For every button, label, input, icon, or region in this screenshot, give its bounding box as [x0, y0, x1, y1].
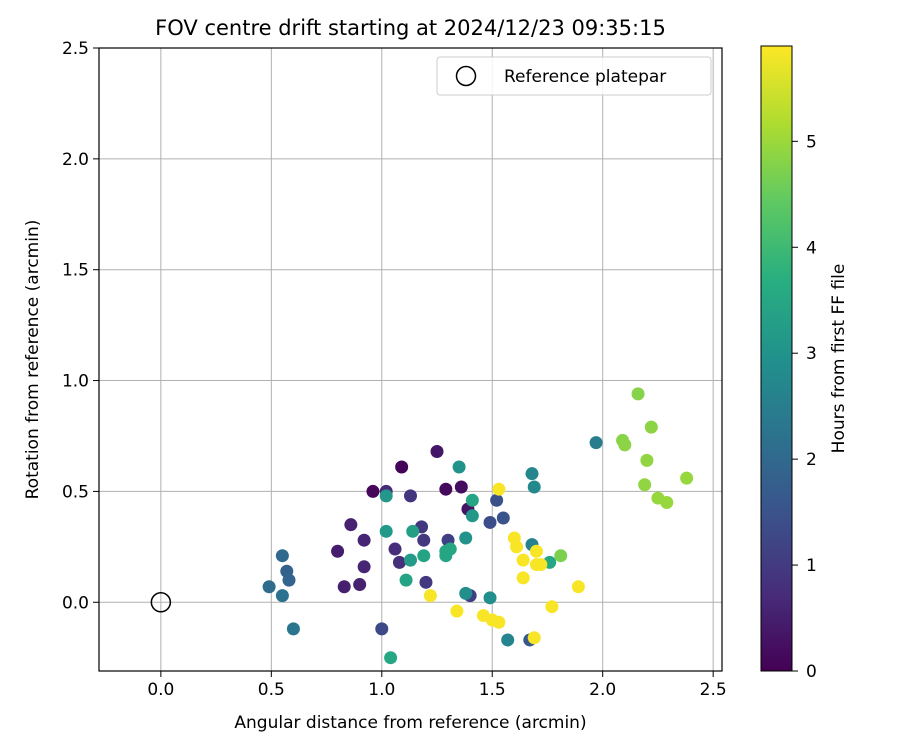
data-point: [439, 482, 453, 496]
y-tick-label: 2.0: [62, 150, 89, 170]
data-point: [443, 542, 457, 556]
data-point: [282, 573, 296, 587]
data-point: [459, 586, 473, 600]
scatter-points: [262, 387, 694, 665]
data-point: [379, 524, 393, 538]
x-tick-label: 0.0: [147, 680, 174, 700]
y-tick-label: 1.5: [62, 261, 89, 281]
y-axis-label: Rotation from reference (arcmin): [23, 220, 43, 500]
chart-title: FOV centre drift starting at 2024/12/23 …: [155, 16, 666, 40]
colorbar-tick-label: 0: [806, 662, 817, 682]
x-tick-label: 2.0: [589, 680, 616, 700]
x-tick-label: 0.5: [258, 680, 285, 700]
data-point: [589, 436, 603, 450]
data-point: [516, 553, 530, 567]
data-point: [404, 553, 417, 567]
colorbar: [760, 45, 793, 672]
x-tick-label: 1.0: [368, 680, 395, 700]
data-point: [527, 480, 541, 494]
colorbar-tick-label: 4: [806, 238, 817, 258]
data-point: [331, 544, 345, 558]
y-axis-ticks: 0.0 0.5 1.0 1.5 2.0 2.5: [62, 39, 99, 613]
data-point: [353, 578, 367, 592]
colorbar-tick-label: 1: [806, 556, 817, 576]
data-point: [430, 445, 444, 459]
data-point: [618, 438, 632, 452]
data-point: [529, 544, 543, 558]
data-point: [454, 480, 468, 494]
data-point: [262, 580, 276, 594]
colorbar-label: Hours from first FF file: [829, 264, 849, 454]
x-tick-label: 2.5: [700, 680, 727, 700]
data-point: [275, 549, 289, 563]
y-tick-label: 1.0: [62, 372, 89, 392]
data-point: [525, 467, 539, 481]
data-point: [571, 580, 585, 594]
data-point: [406, 524, 420, 538]
data-point: [344, 518, 358, 532]
data-point: [275, 589, 289, 603]
data-point: [465, 509, 479, 523]
data-point: [483, 515, 497, 529]
data-point: [554, 549, 568, 563]
y-tick-label: 0.0: [62, 593, 89, 613]
data-point: [384, 651, 398, 665]
data-point: [492, 615, 506, 629]
data-point: [534, 558, 548, 572]
data-point: [510, 540, 524, 554]
data-point: [357, 533, 371, 547]
data-point: [379, 489, 393, 503]
y-tick-label: 0.5: [62, 482, 89, 502]
data-point: [417, 549, 431, 563]
data-point: [392, 555, 406, 569]
data-point: [388, 542, 402, 556]
data-point: [404, 489, 417, 503]
data-point: [660, 496, 674, 510]
data-point: [516, 571, 530, 585]
data-point: [375, 622, 389, 636]
data-point: [452, 460, 466, 474]
data-point: [490, 493, 504, 507]
colorbar-tick-label: 2: [806, 450, 817, 470]
legend-marker-reference: [455, 65, 477, 87]
data-point: [545, 600, 559, 614]
x-axis-label: Angular distance from reference (arcmin): [234, 713, 586, 733]
data-point: [357, 560, 371, 574]
data-point: [286, 622, 300, 636]
data-point: [450, 604, 464, 618]
data-point: [527, 631, 541, 645]
data-point: [644, 420, 658, 434]
data-point: [680, 471, 694, 485]
data-point: [492, 482, 506, 496]
legend-label: Reference platepar: [504, 67, 666, 87]
data-point: [337, 580, 351, 594]
plot-frame: [98, 47, 723, 672]
reference-marker-layer: [150, 592, 172, 613]
data-point: [465, 493, 479, 507]
data-point: [496, 511, 510, 525]
data-point: [483, 591, 497, 605]
data-point: [423, 589, 437, 603]
data-point: [459, 531, 473, 545]
colorbar-ticks: 0 1 2 3 4 5: [792, 132, 817, 682]
data-point: [640, 453, 654, 467]
legend: Reference platepar: [436, 56, 712, 96]
x-tick-label: 1.5: [479, 680, 506, 700]
y-tick-label: 2.5: [62, 39, 89, 59]
colorbar-tick-label: 3: [806, 344, 817, 364]
data-point: [419, 575, 433, 589]
data-point: [631, 387, 645, 401]
data-point: [366, 484, 380, 498]
reference-platepar-marker: [150, 592, 172, 613]
data-point: [638, 478, 652, 492]
colorbar-tick-label: 5: [806, 132, 817, 152]
x-axis-ticks: 0.0 0.5 1.0 1.5 2.0 2.5: [147, 671, 727, 700]
data-point: [399, 573, 413, 587]
data-point: [417, 533, 431, 547]
data-point: [395, 460, 409, 474]
legend-box: [436, 56, 712, 96]
data-point: [501, 633, 515, 647]
